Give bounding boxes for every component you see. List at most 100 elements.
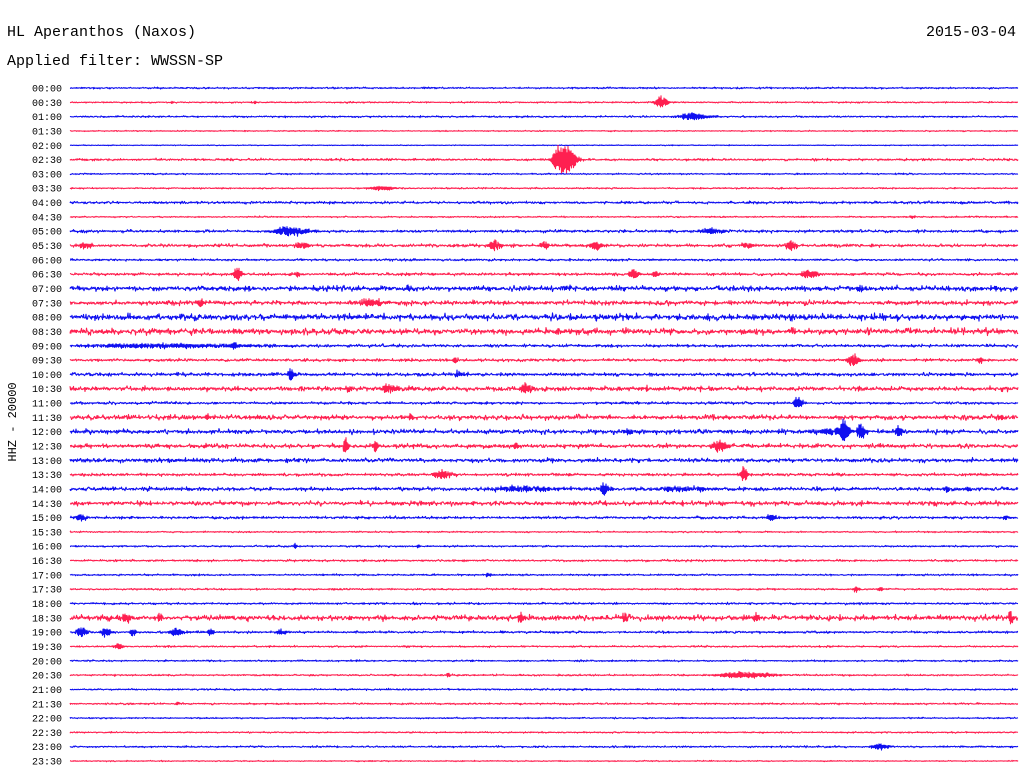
trace-23-30 — [69, 759, 1019, 763]
trace-12-30 — [69, 437, 1019, 453]
row-label-08-30: 08:30 — [32, 328, 62, 339]
trace-06-30 — [69, 267, 1019, 282]
row-label-22-30: 22:30 — [32, 729, 62, 740]
row-label-05-30: 05:30 — [32, 242, 62, 253]
row-label-07-00: 07:00 — [32, 285, 62, 296]
trace-02-00 — [69, 144, 1019, 147]
row-label-05-00: 05:00 — [32, 228, 62, 239]
row-label-11-00: 11:00 — [32, 400, 62, 411]
row-label-14-00: 14:00 — [32, 486, 62, 497]
row-label-18-00: 18:00 — [32, 600, 62, 611]
trace-07-30 — [69, 298, 1019, 308]
trace-05-00 — [69, 226, 1019, 237]
trace-13-00 — [69, 456, 1019, 464]
row-label-00-00: 00:00 — [32, 85, 62, 96]
row-label-04-30: 04:30 — [32, 213, 62, 224]
trace-00-00 — [69, 86, 1019, 90]
trace-01-00 — [69, 112, 1019, 121]
row-label-10-00: 10:00 — [32, 371, 62, 382]
trace-07-00 — [69, 284, 1019, 293]
row-label-09-00: 09:00 — [32, 342, 62, 353]
row-label-03-30: 03:30 — [32, 185, 62, 196]
trace-10-00 — [69, 368, 1019, 381]
date-label: 2015-03-04 — [926, 24, 1016, 41]
trace-15-00 — [69, 514, 1019, 522]
y-axis-label: HHZ - 20000 — [6, 382, 20, 461]
trace-14-00 — [69, 482, 1019, 496]
row-label-21-00: 21:00 — [32, 686, 62, 697]
trace-22-00 — [69, 716, 1019, 720]
station-title: HL Aperanthos (Naxos) — [7, 24, 196, 41]
row-label-21-30: 21:30 — [32, 700, 62, 711]
trace-18-00 — [69, 601, 1019, 606]
row-label-03-00: 03:00 — [32, 170, 62, 181]
row-label-20-00: 20:00 — [32, 657, 62, 668]
trace-17-00 — [69, 572, 1019, 578]
trace-09-00 — [69, 342, 1019, 350]
trace-06-00 — [69, 257, 1019, 262]
row-label-02-00: 02:00 — [32, 142, 62, 153]
trace-group — [69, 86, 1019, 763]
row-label-15-00: 15:00 — [32, 514, 62, 525]
row-label-17-00: 17:00 — [32, 571, 62, 582]
row-label-04-00: 04:00 — [32, 199, 62, 210]
row-label-13-30: 13:30 — [32, 471, 62, 482]
trace-11-30 — [69, 412, 1019, 422]
row-label-23-30: 23:30 — [32, 758, 62, 769]
row-label-17-30: 17:30 — [32, 586, 62, 597]
row-label-10-30: 10:30 — [32, 385, 62, 396]
row-label-15-30: 15:30 — [32, 528, 62, 539]
row-label-01-00: 01:00 — [32, 113, 62, 124]
trace-19-30 — [69, 643, 1019, 650]
row-label-group: 00:00 00:30 01:00 01:30 02:00 02:30 03:00 03:30… — [32, 85, 62, 769]
trace-14-30 — [69, 499, 1019, 507]
trace-21-30 — [69, 701, 1019, 706]
trace-08-30 — [69, 326, 1019, 337]
row-label-20-30: 20:30 — [32, 672, 62, 683]
row-label-07-30: 07:30 — [32, 299, 62, 310]
trace-20-30 — [69, 670, 1019, 679]
row-label-19-30: 19:30 — [32, 643, 62, 654]
row-label-16-30: 16:30 — [32, 557, 62, 568]
trace-00-30 — [69, 95, 1019, 108]
filter-label: Applied filter: WWSSN-SP — [7, 53, 223, 70]
row-label-02-30: 02:30 — [32, 156, 62, 167]
row-label-01-30: 01:30 — [32, 128, 62, 139]
trace-13-30 — [69, 466, 1019, 482]
trace-23-00 — [69, 743, 1019, 751]
row-label-06-00: 06:00 — [32, 256, 62, 267]
trace-21-00 — [69, 687, 1019, 692]
trace-01-30 — [69, 129, 1019, 133]
trace-22-30 — [69, 730, 1019, 734]
trace-03-30 — [69, 185, 1019, 192]
row-label-13-00: 13:00 — [32, 457, 62, 468]
trace-12-00 — [69, 418, 1019, 442]
row-label-18-30: 18:30 — [32, 614, 62, 625]
row-label-11-30: 11:30 — [32, 414, 62, 425]
row-label-06-30: 06:30 — [32, 271, 62, 282]
trace-10-30 — [69, 382, 1019, 394]
trace-04-00 — [69, 200, 1019, 205]
row-label-22-00: 22:00 — [32, 715, 62, 726]
row-label-16-00: 16:00 — [32, 543, 62, 554]
trace-16-00 — [69, 542, 1019, 549]
trace-16-30 — [69, 558, 1019, 563]
row-label-08-00: 08:00 — [32, 314, 62, 325]
row-label-23-00: 23:00 — [32, 743, 62, 754]
trace-20-00 — [69, 659, 1019, 663]
trace-09-30 — [69, 353, 1019, 367]
trace-17-30 — [69, 586, 1019, 593]
trace-19-00 — [69, 627, 1019, 638]
trace-02-30 — [69, 144, 1019, 174]
row-label-14-30: 14:30 — [32, 500, 62, 511]
trace-18-30 — [69, 610, 1019, 625]
row-label-00-30: 00:30 — [32, 99, 62, 110]
row-label-12-30: 12:30 — [32, 443, 62, 454]
trace-03-00 — [69, 172, 1019, 176]
trace-15-30 — [69, 530, 1019, 534]
row-label-12-00: 12:00 — [32, 428, 62, 439]
trace-05-30 — [69, 239, 1019, 252]
row-label-19-00: 19:00 — [32, 629, 62, 640]
